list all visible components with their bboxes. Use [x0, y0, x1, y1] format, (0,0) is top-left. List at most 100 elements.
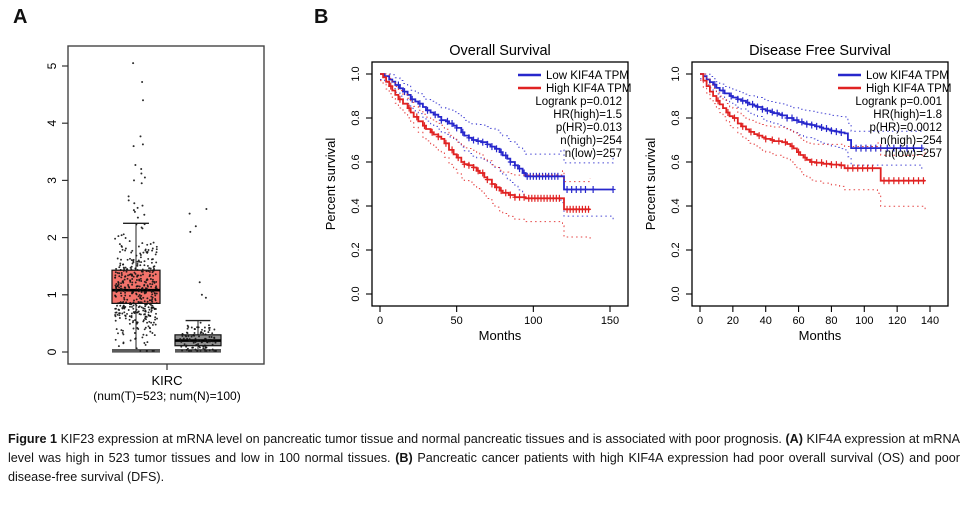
y-tick-label: 0.0 [350, 286, 362, 301]
caption-text-3: Pancreatic cancer patients with high KIF… [8, 450, 960, 484]
outlier-dot [194, 225, 197, 228]
box-group-tumor [111, 62, 161, 353]
legend-label: Low KIF4A TPM [546, 70, 629, 82]
outlier-dot [198, 281, 201, 284]
x-tick-label: 0 [697, 315, 703, 327]
ci-lower [380, 79, 614, 222]
outlier-dot [188, 212, 191, 215]
y-axis-title: Percent survival [643, 138, 658, 231]
outlier-dot [141, 143, 144, 146]
y-axis-title: Percent survival [323, 138, 338, 231]
y-tick-label: 4 [45, 120, 59, 127]
x-tick-label: 0 [377, 315, 383, 327]
legend-label: Low KIF4A TPM [866, 70, 949, 82]
outlier-dot [189, 230, 192, 233]
y-tick-label: 0.0 [670, 286, 682, 301]
outlier-dot [140, 182, 143, 185]
outlier-dot [139, 135, 142, 138]
y-tick-label: 0.4 [350, 198, 362, 213]
caption-figure-label: Figure 1 [8, 432, 58, 446]
y-tick-label: 5 [45, 62, 59, 69]
x-tick-label: 60 [792, 315, 804, 327]
outlier-dot [136, 216, 139, 219]
panel-b-label: B [314, 6, 329, 28]
boxplot-kirc-expression: 0 1 2 3 4 5 KIRC(num(T)=523; num(N)=100) [45, 45, 265, 403]
outlier-dot [141, 81, 144, 83]
y-tick-label: 3 [45, 177, 59, 184]
caption-a-label: (A) [785, 432, 803, 446]
x-tick-label: 100 [524, 315, 542, 327]
stat-line: p(HR)=0.013 [556, 122, 622, 134]
y-tick-label: 0.8 [350, 110, 362, 125]
km-series-high [700, 73, 926, 211]
stat-line: p(HR)=0.0012 [869, 122, 942, 134]
chart-title: Overall Survival [449, 43, 551, 59]
x-tick-label: 140 [921, 315, 939, 327]
outlier-dot [140, 172, 143, 175]
x-tick-label: 150 [601, 315, 619, 327]
outlier-dot [142, 99, 144, 102]
outlier-dot [132, 145, 135, 148]
stat-line: HR(high)=1.5 [553, 109, 622, 121]
km-plot-disease-free-survival: Disease Free Survival 0 20 40 60 80 100 120 140 0… [643, 43, 951, 342]
km-series-high [380, 73, 592, 240]
ci-upper [380, 73, 614, 164]
censor-marks [712, 81, 925, 152]
caption-text-2: KIF4A expression at mRNA level was high … [8, 432, 960, 465]
x-tick-label: 100 [855, 315, 873, 327]
x-axis-title: Months [479, 328, 522, 342]
chart-title: Disease Free Survival [749, 43, 891, 59]
x-axis-label: KIRC [151, 373, 182, 388]
caption-b-label: (B) [395, 450, 413, 465]
outlier-dot [141, 204, 144, 207]
outlier-dot [127, 199, 130, 202]
outlier-dot [204, 296, 207, 299]
outlier-dot [133, 202, 136, 205]
censor-marks [395, 81, 616, 193]
box-group-normal [174, 208, 222, 353]
stat-line: Logrank p=0.012 [535, 96, 622, 108]
y-tick-label: 0.2 [350, 242, 362, 257]
x-tick-label: 80 [825, 315, 837, 327]
jitter-dots [114, 62, 158, 352]
x-tick-label: 20 [727, 315, 739, 327]
x-tick-label: 50 [451, 315, 463, 327]
km-plot-overall-survival: Overall Survival 0 50 100 150 0.0 0.2 0.4 0.6 0.8… [323, 43, 631, 342]
jitter-dots [179, 208, 217, 352]
ci-lower [700, 79, 926, 211]
outlier-dot [143, 176, 146, 179]
ci-upper [700, 73, 923, 132]
y-tick-label: 0.4 [670, 198, 682, 213]
x-tick-label: 120 [888, 315, 906, 327]
km-series-low [380, 73, 616, 222]
outlier-dot [200, 293, 203, 296]
y-tick-label: 0.6 [350, 154, 362, 169]
plot-frame [67, 45, 265, 365]
outlier-dot [136, 206, 139, 209]
stat-line: n(high)=254 [560, 135, 622, 147]
stat-line: Logrank p=0.001 [855, 96, 942, 108]
plot-frame [371, 61, 629, 307]
outlier-dot [205, 208, 208, 210]
stat-line: n(low)=257 [565, 148, 622, 160]
y-tick-label: 0 [45, 348, 59, 355]
outlier-dot [133, 210, 136, 213]
ci-upper [700, 73, 926, 156]
outlier-dot [140, 168, 143, 170]
y-tick-label: 0.2 [670, 242, 682, 257]
y-tick-label: 0.8 [670, 110, 682, 125]
outlier-dot [127, 195, 130, 198]
stat-line: n(low)=257 [885, 148, 942, 160]
ci-upper [380, 73, 591, 183]
km-series-low [700, 73, 925, 171]
outlier-dot [132, 62, 135, 65]
x-axis-sublabel: (num(T)=523; num(N)=100) [93, 389, 240, 403]
plot-frame [691, 61, 949, 307]
legend-label: High KIF4A TPM [546, 83, 631, 95]
censor-marks [715, 97, 926, 185]
stat-line: HR(high)=1.8 [873, 109, 942, 121]
x-tick-label: 40 [760, 315, 772, 327]
x-axis-title: Months [799, 328, 842, 342]
